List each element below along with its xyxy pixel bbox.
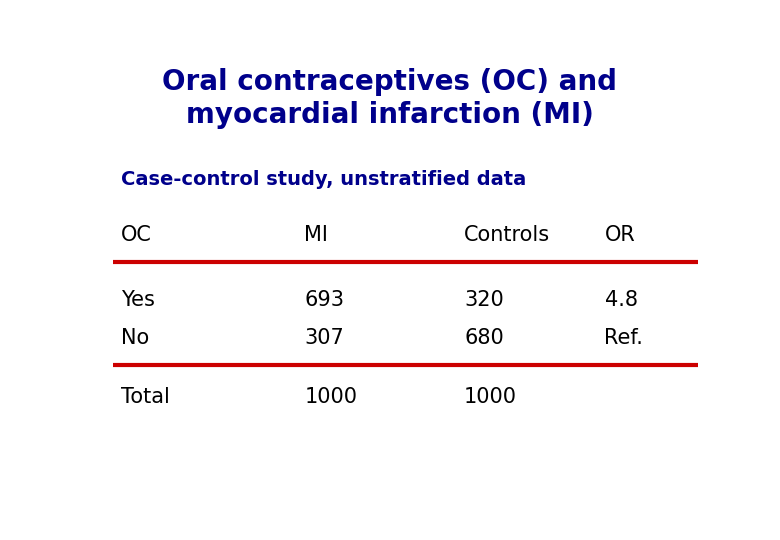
Text: Controls: Controls [464, 225, 550, 245]
Text: Total: Total [121, 387, 170, 407]
Text: 307: 307 [304, 327, 344, 348]
Text: Case-control study, unstratified data: Case-control study, unstratified data [121, 170, 526, 189]
Text: Ref.: Ref. [604, 327, 644, 348]
Text: 680: 680 [464, 327, 504, 348]
Text: Oral contraceptives (OC) and
myocardial infarction (MI): Oral contraceptives (OC) and myocardial … [162, 68, 618, 129]
Text: 1000: 1000 [304, 387, 357, 407]
Text: 4.8: 4.8 [604, 289, 637, 310]
Text: 320: 320 [464, 289, 504, 310]
Text: No: No [121, 327, 149, 348]
Text: 693: 693 [304, 289, 344, 310]
Text: MI: MI [304, 225, 328, 245]
Text: 1000: 1000 [464, 387, 517, 407]
Text: OR: OR [604, 225, 635, 245]
Text: Yes: Yes [121, 289, 154, 310]
Text: OC: OC [121, 225, 152, 245]
